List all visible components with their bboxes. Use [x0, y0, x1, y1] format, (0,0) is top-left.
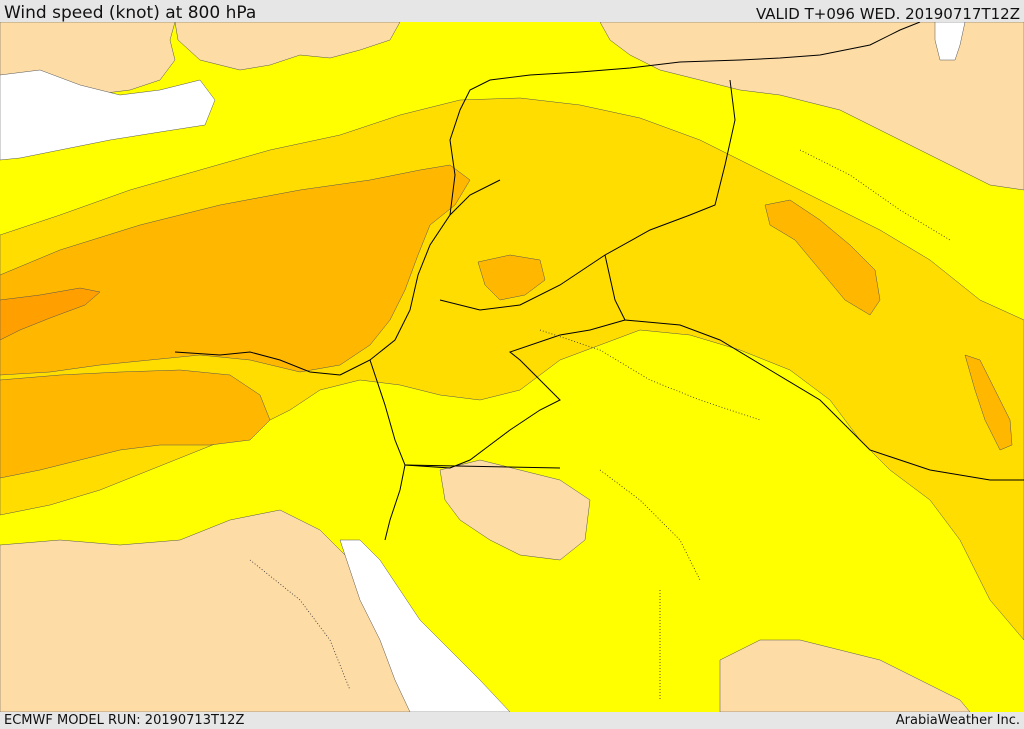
internal-boundaries [249, 149, 951, 700]
country-borders [174, 22, 1024, 541]
header-bar: Wind speed (knot) at 800 hPa VALID T+096… [0, 0, 1024, 23]
caspian-sea [934, 22, 966, 61]
wind-band-3-iraq [764, 199, 881, 316]
light-wind-region-arabia [439, 459, 591, 561]
light-wind-region-north [0, 22, 401, 71]
wind-band-3-syria [477, 254, 546, 301]
wind-band-3-gulf [964, 354, 1013, 451]
map-panel[interactable] [0, 22, 1024, 712]
light-wind-region-south [719, 639, 971, 712]
light-wind-region-northeast [599, 22, 1024, 191]
map-title: Wind speed (knot) at 800 hPa [4, 3, 257, 23]
model-run: ECMWF MODEL RUN: 20190713T12Z [4, 713, 245, 728]
light-wind-region-egypt [0, 509, 411, 712]
wind-band-3-levant [0, 369, 271, 479]
red-sea [339, 539, 511, 712]
wind-band-4 [0, 287, 101, 341]
aegean-sea [0, 69, 216, 161]
wind-band-3-anatolia [0, 164, 471, 376]
footer-bar: ECMWF MODEL RUN: 20190713T12Z ArabiaWeat… [0, 712, 1024, 729]
valid-time: VALID T+096 WED. 20190717T12Z [755, 5, 1020, 23]
wind-speed-map[interactable] [0, 22, 1024, 712]
credit: ArabiaWeather Inc. [895, 713, 1020, 728]
